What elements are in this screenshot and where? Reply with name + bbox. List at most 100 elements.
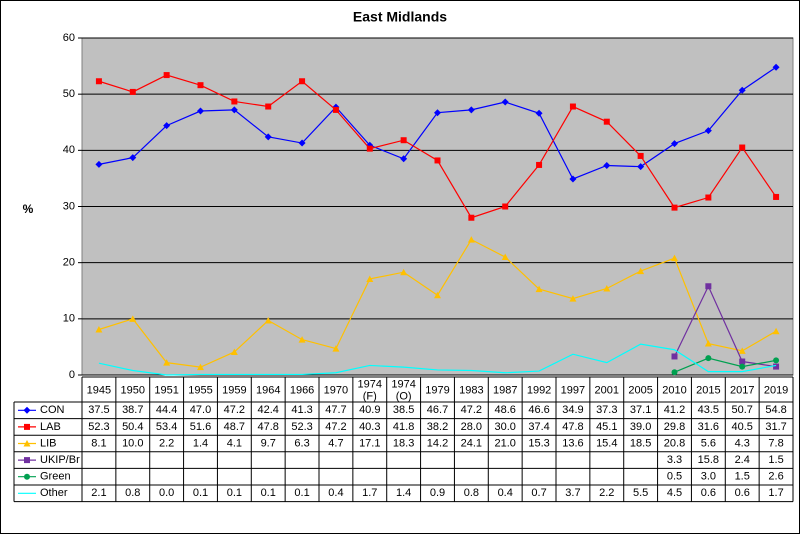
x-tick-label: 1987 [493, 384, 517, 396]
table-value: 0.8 [464, 487, 479, 499]
x-tick-label: 1970 [324, 384, 348, 396]
marker [569, 295, 577, 302]
table-value: 45.1 [596, 421, 617, 433]
marker [23, 440, 31, 447]
table-value: 37.3 [596, 404, 617, 416]
legend-label: CON [40, 404, 65, 416]
marker [773, 193, 780, 200]
marker [637, 163, 645, 171]
x-tick-label: 1955 [188, 384, 212, 396]
marker [163, 359, 171, 366]
table-value: 14.2 [427, 437, 448, 449]
x-tick-label: 1974 (O) [391, 378, 415, 402]
marker [332, 106, 339, 113]
marker [739, 144, 746, 151]
table-value: 0.0 [159, 487, 174, 499]
marker [129, 315, 137, 322]
marker [603, 161, 611, 169]
table-value: 4.1 [227, 437, 242, 449]
table-value: 28.0 [461, 421, 482, 433]
y-tick-label: 10 [63, 313, 75, 325]
marker [400, 155, 408, 163]
table-value: 9.7 [261, 437, 276, 449]
x-tick-label: 1992 [527, 384, 551, 396]
table-value: 51.6 [190, 421, 211, 433]
y-tick-label: 40 [63, 144, 75, 156]
table-value: 3.7 [565, 487, 580, 499]
marker [603, 118, 610, 125]
table-value: 52.3 [291, 421, 312, 433]
marker [671, 140, 678, 148]
table-value: 50.4 [122, 421, 143, 433]
table-value: 15.8 [698, 454, 719, 466]
marker [434, 291, 441, 299]
table-value: 0.6 [701, 487, 716, 499]
table-value: 4.3 [735, 437, 750, 449]
marker [197, 82, 204, 89]
marker [773, 363, 780, 370]
marker [24, 457, 30, 464]
table-value: 1.4 [193, 437, 208, 449]
marker [264, 317, 272, 324]
table-value: 38.7 [122, 404, 143, 416]
marker [671, 369, 678, 376]
marker [95, 160, 103, 168]
legend-label: Other [40, 487, 68, 499]
table-value: 15.4 [596, 437, 617, 449]
x-tick-label: 2010 [662, 384, 686, 396]
marker [671, 353, 678, 360]
table-value: 2.1 [91, 487, 106, 499]
table-value: 47.0 [190, 404, 211, 416]
marker [298, 139, 306, 147]
table-value: 47.2 [461, 404, 482, 416]
x-tick-label: 1945 [87, 384, 111, 396]
marker [637, 267, 645, 275]
marker [569, 175, 577, 183]
table-value: 3.0 [701, 471, 716, 483]
y-tick-label: 60 [63, 32, 75, 44]
legend-label: LAB [40, 421, 61, 433]
marker [773, 357, 780, 364]
marker [434, 157, 441, 164]
table-value: 17.1 [359, 437, 380, 449]
table-value: 39.0 [630, 421, 651, 433]
x-tick-label: 1959 [222, 384, 246, 396]
marker [24, 423, 30, 430]
table-value: 2.4 [735, 454, 750, 466]
table-value: 40.3 [359, 421, 380, 433]
table-value: 52.3 [88, 421, 109, 433]
table-value: 41.2 [664, 404, 685, 416]
marker [501, 98, 509, 106]
marker [569, 103, 576, 110]
table-value: 0.8 [125, 487, 140, 499]
table-value: 1.5 [735, 471, 750, 483]
table-value: 13.6 [562, 437, 583, 449]
marker [603, 285, 611, 292]
marker [230, 106, 238, 114]
table-value: 37.4 [528, 421, 549, 433]
table-value: 1.4 [396, 487, 411, 499]
marker [704, 340, 712, 347]
x-tick-label: 1950 [121, 384, 145, 396]
table-value: 0.4 [328, 487, 343, 499]
table-value: 37.1 [630, 404, 651, 416]
table-value: 47.8 [562, 421, 583, 433]
series-line [674, 357, 777, 373]
marker [163, 122, 171, 130]
x-tick-label: 2019 [764, 384, 788, 396]
table-value: 0.6 [735, 487, 750, 499]
table-value: 41.8 [393, 421, 414, 433]
table-value: 37.5 [88, 404, 109, 416]
marker [535, 285, 543, 293]
table-value: 3.3 [667, 454, 682, 466]
marker [738, 86, 746, 94]
x-tick-label: 1983 [459, 384, 483, 396]
table-value: 15.3 [528, 437, 549, 449]
x-tick-label: 1997 [561, 384, 585, 396]
chart-title: East Midlands [353, 9, 447, 25]
marker [230, 348, 238, 355]
x-tick-label: 2001 [595, 384, 619, 396]
marker [501, 253, 509, 261]
marker [536, 161, 543, 168]
